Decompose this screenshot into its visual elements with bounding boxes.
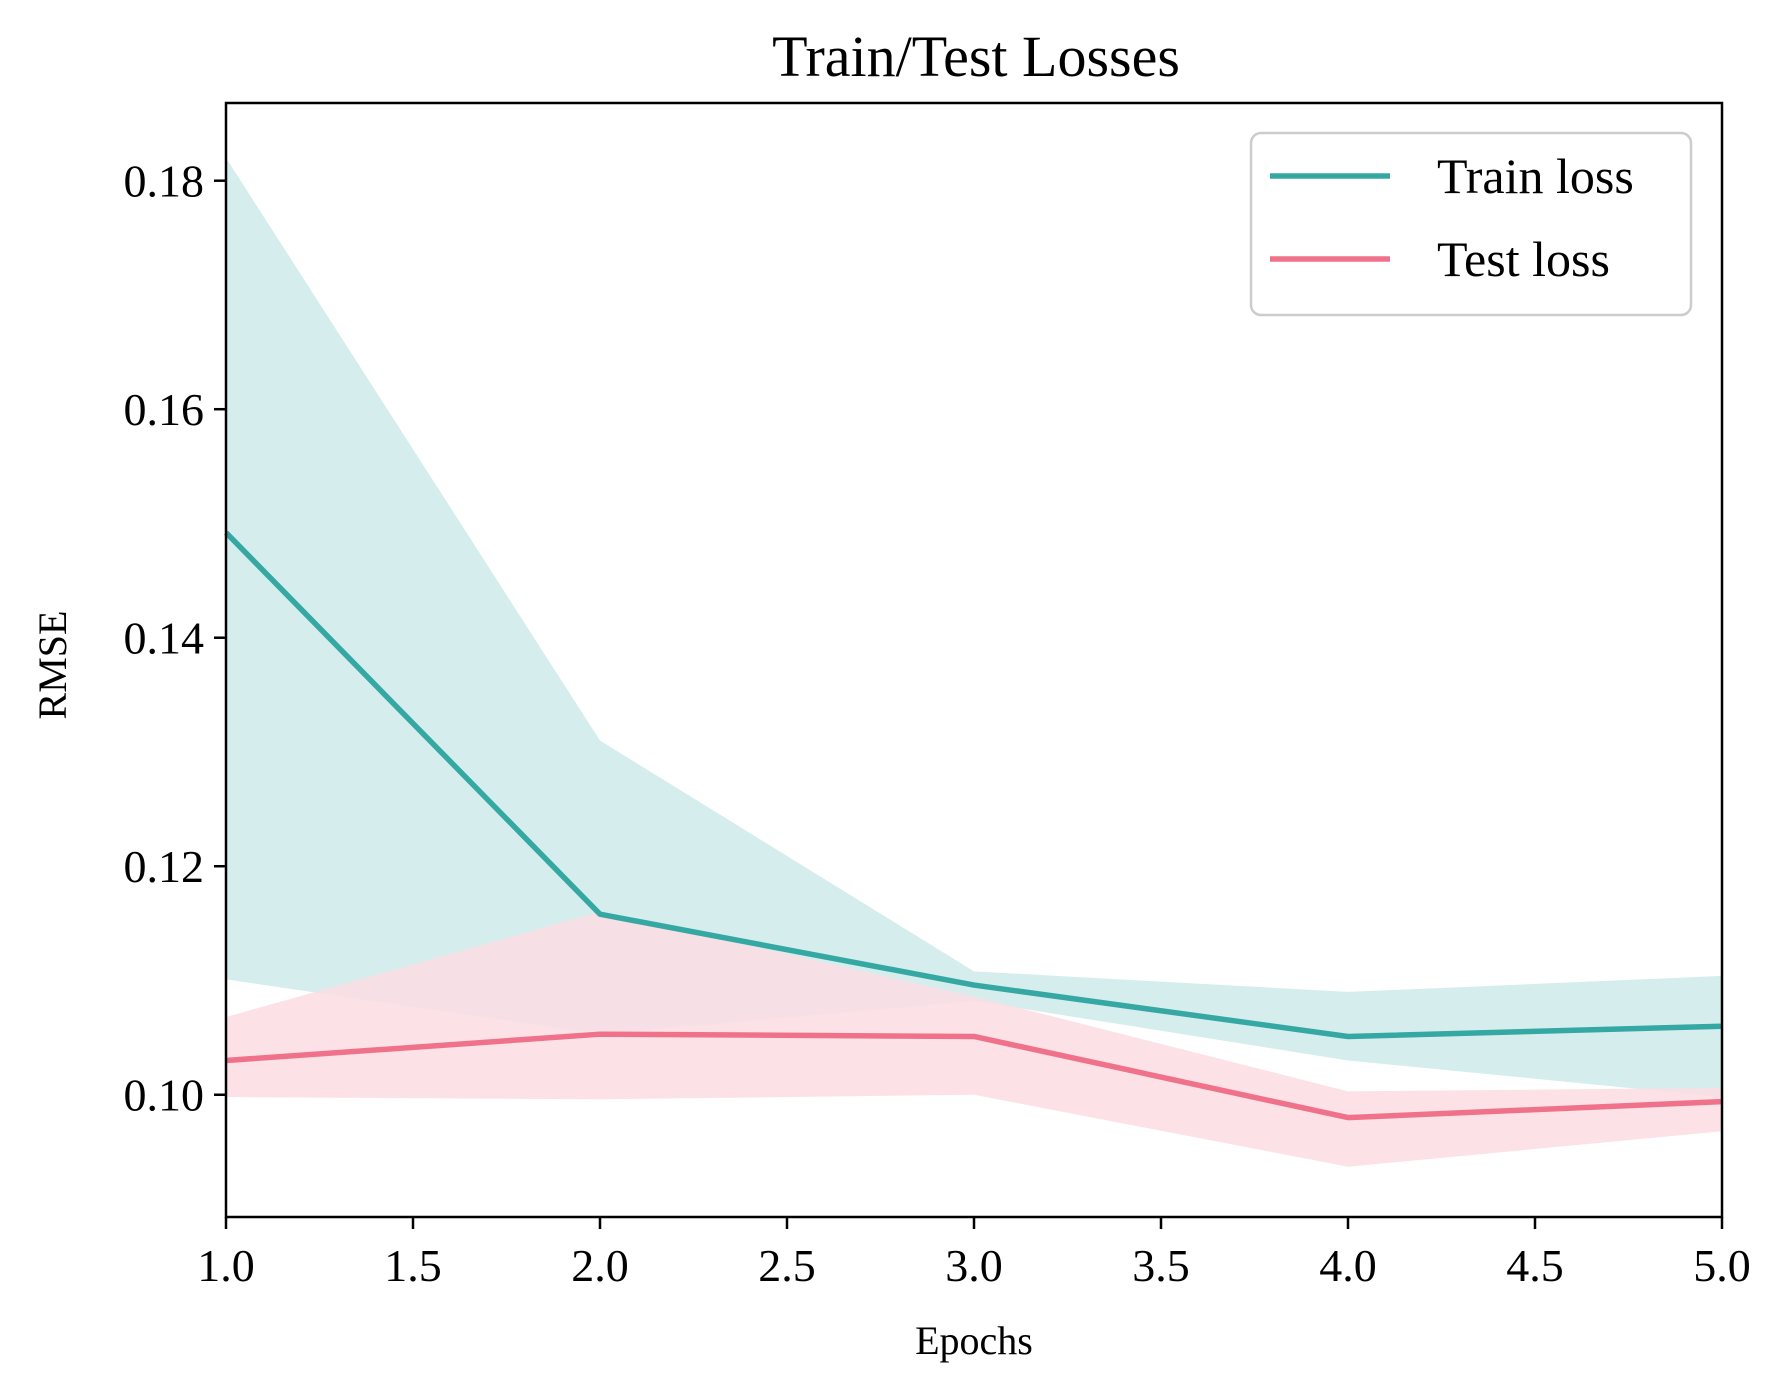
y-tick-label: 0.10 [124, 1070, 205, 1121]
x-tick-label: 4.0 [1319, 1240, 1377, 1291]
x-tick-label: 3.5 [1132, 1240, 1190, 1291]
x-tick-label: 1.0 [197, 1240, 255, 1291]
confidence-bands [226, 157, 1722, 1167]
band-test-loss [226, 911, 1722, 1167]
series-lines [224, 530, 1723, 1121]
line-train-loss [224, 530, 1723, 1040]
y-tick-label: 0.18 [124, 156, 205, 207]
legend-label: Test loss [1437, 231, 1610, 287]
x-axis: 1.0 1.5 2.0 2.5 3.0 3.5 4.0 4.5 5.0 [197, 1217, 1751, 1291]
legend: Train loss Test loss [1249, 131, 1693, 317]
chart-title: Train/Test Losses [772, 24, 1180, 89]
x-tick-label: 2.5 [758, 1240, 816, 1291]
y-axis: 0.10 0.12 0.14 0.16 0.18 [124, 156, 226, 1121]
line-test-loss [225, 1031, 1723, 1121]
y-axis-label: RMSE [30, 611, 75, 720]
x-tick-label: 3.0 [945, 1240, 1003, 1291]
x-tick-label: 1.5 [384, 1240, 442, 1291]
y-tick-label: 0.14 [124, 613, 205, 664]
x-tick-label: 2.0 [571, 1240, 629, 1291]
band-train-loss [226, 157, 1722, 1098]
x-tick-label: 4.5 [1506, 1240, 1564, 1291]
y-tick-label: 0.12 [124, 841, 205, 892]
x-axis-label: Epochs [915, 1318, 1033, 1363]
legend-label: Train loss [1437, 148, 1634, 204]
x-tick-label: 5.0 [1693, 1240, 1751, 1291]
y-tick-label: 0.16 [124, 384, 205, 435]
